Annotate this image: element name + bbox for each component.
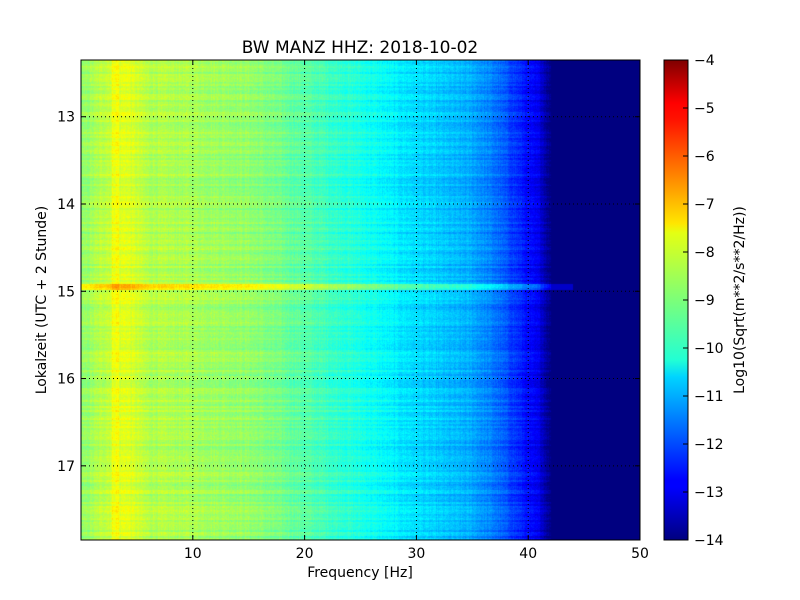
y-axis-label: Lokalzeit (UTC + 2 Stunde) [34, 206, 50, 395]
x-tick-label: 50 [631, 546, 649, 562]
y-tick-label: 13 [57, 110, 75, 126]
colorbar-tick-label: −10 [694, 341, 724, 357]
x-axis-label: Frequency [Hz] [307, 565, 413, 581]
colorbar-tick-label: −6 [694, 149, 715, 165]
y-tick-label: 15 [57, 284, 75, 300]
colorbar-tick-label: −12 [694, 437, 724, 453]
colorbar-tick-label: −4 [694, 53, 715, 69]
plot-frame [80, 59, 641, 541]
y-axis-ticks: 13 14 15 16 17 [57, 110, 640, 475]
colorbar-label: Log10(Sqrt(m**2/s**2/Hz)) [732, 206, 748, 394]
colorbar-tick-label: −11 [694, 389, 724, 405]
colorbar-ticks: −4 −5 −6 −7 −8 −9 −10 −11 −12 −13 −14 [683, 53, 724, 549]
colorbar-tick-label: −14 [694, 533, 724, 549]
colorbar-tick-label: −7 [694, 197, 715, 213]
grid-lines [81, 60, 640, 540]
x-tick-label: 20 [296, 546, 314, 562]
colorbar-tick-label: −13 [694, 485, 724, 501]
y-tick-label: 16 [57, 372, 75, 388]
y-tick-label: 14 [57, 197, 75, 213]
x-tick-label: 40 [519, 546, 537, 562]
heatmap-image [81, 60, 640, 540]
colorbar-tick-label: −5 [694, 101, 715, 117]
chart-title: BW MANZ HHZ: 2018-10-02 [242, 38, 478, 58]
x-axis-ticks: 10 20 30 40 50 [184, 60, 649, 562]
x-tick-label: 30 [407, 546, 425, 562]
colorbar-tick-label: −8 [694, 245, 715, 261]
x-tick-label: 10 [184, 546, 202, 562]
y-tick-label: 17 [57, 459, 75, 475]
colorbar-tick-label: −9 [694, 293, 715, 309]
